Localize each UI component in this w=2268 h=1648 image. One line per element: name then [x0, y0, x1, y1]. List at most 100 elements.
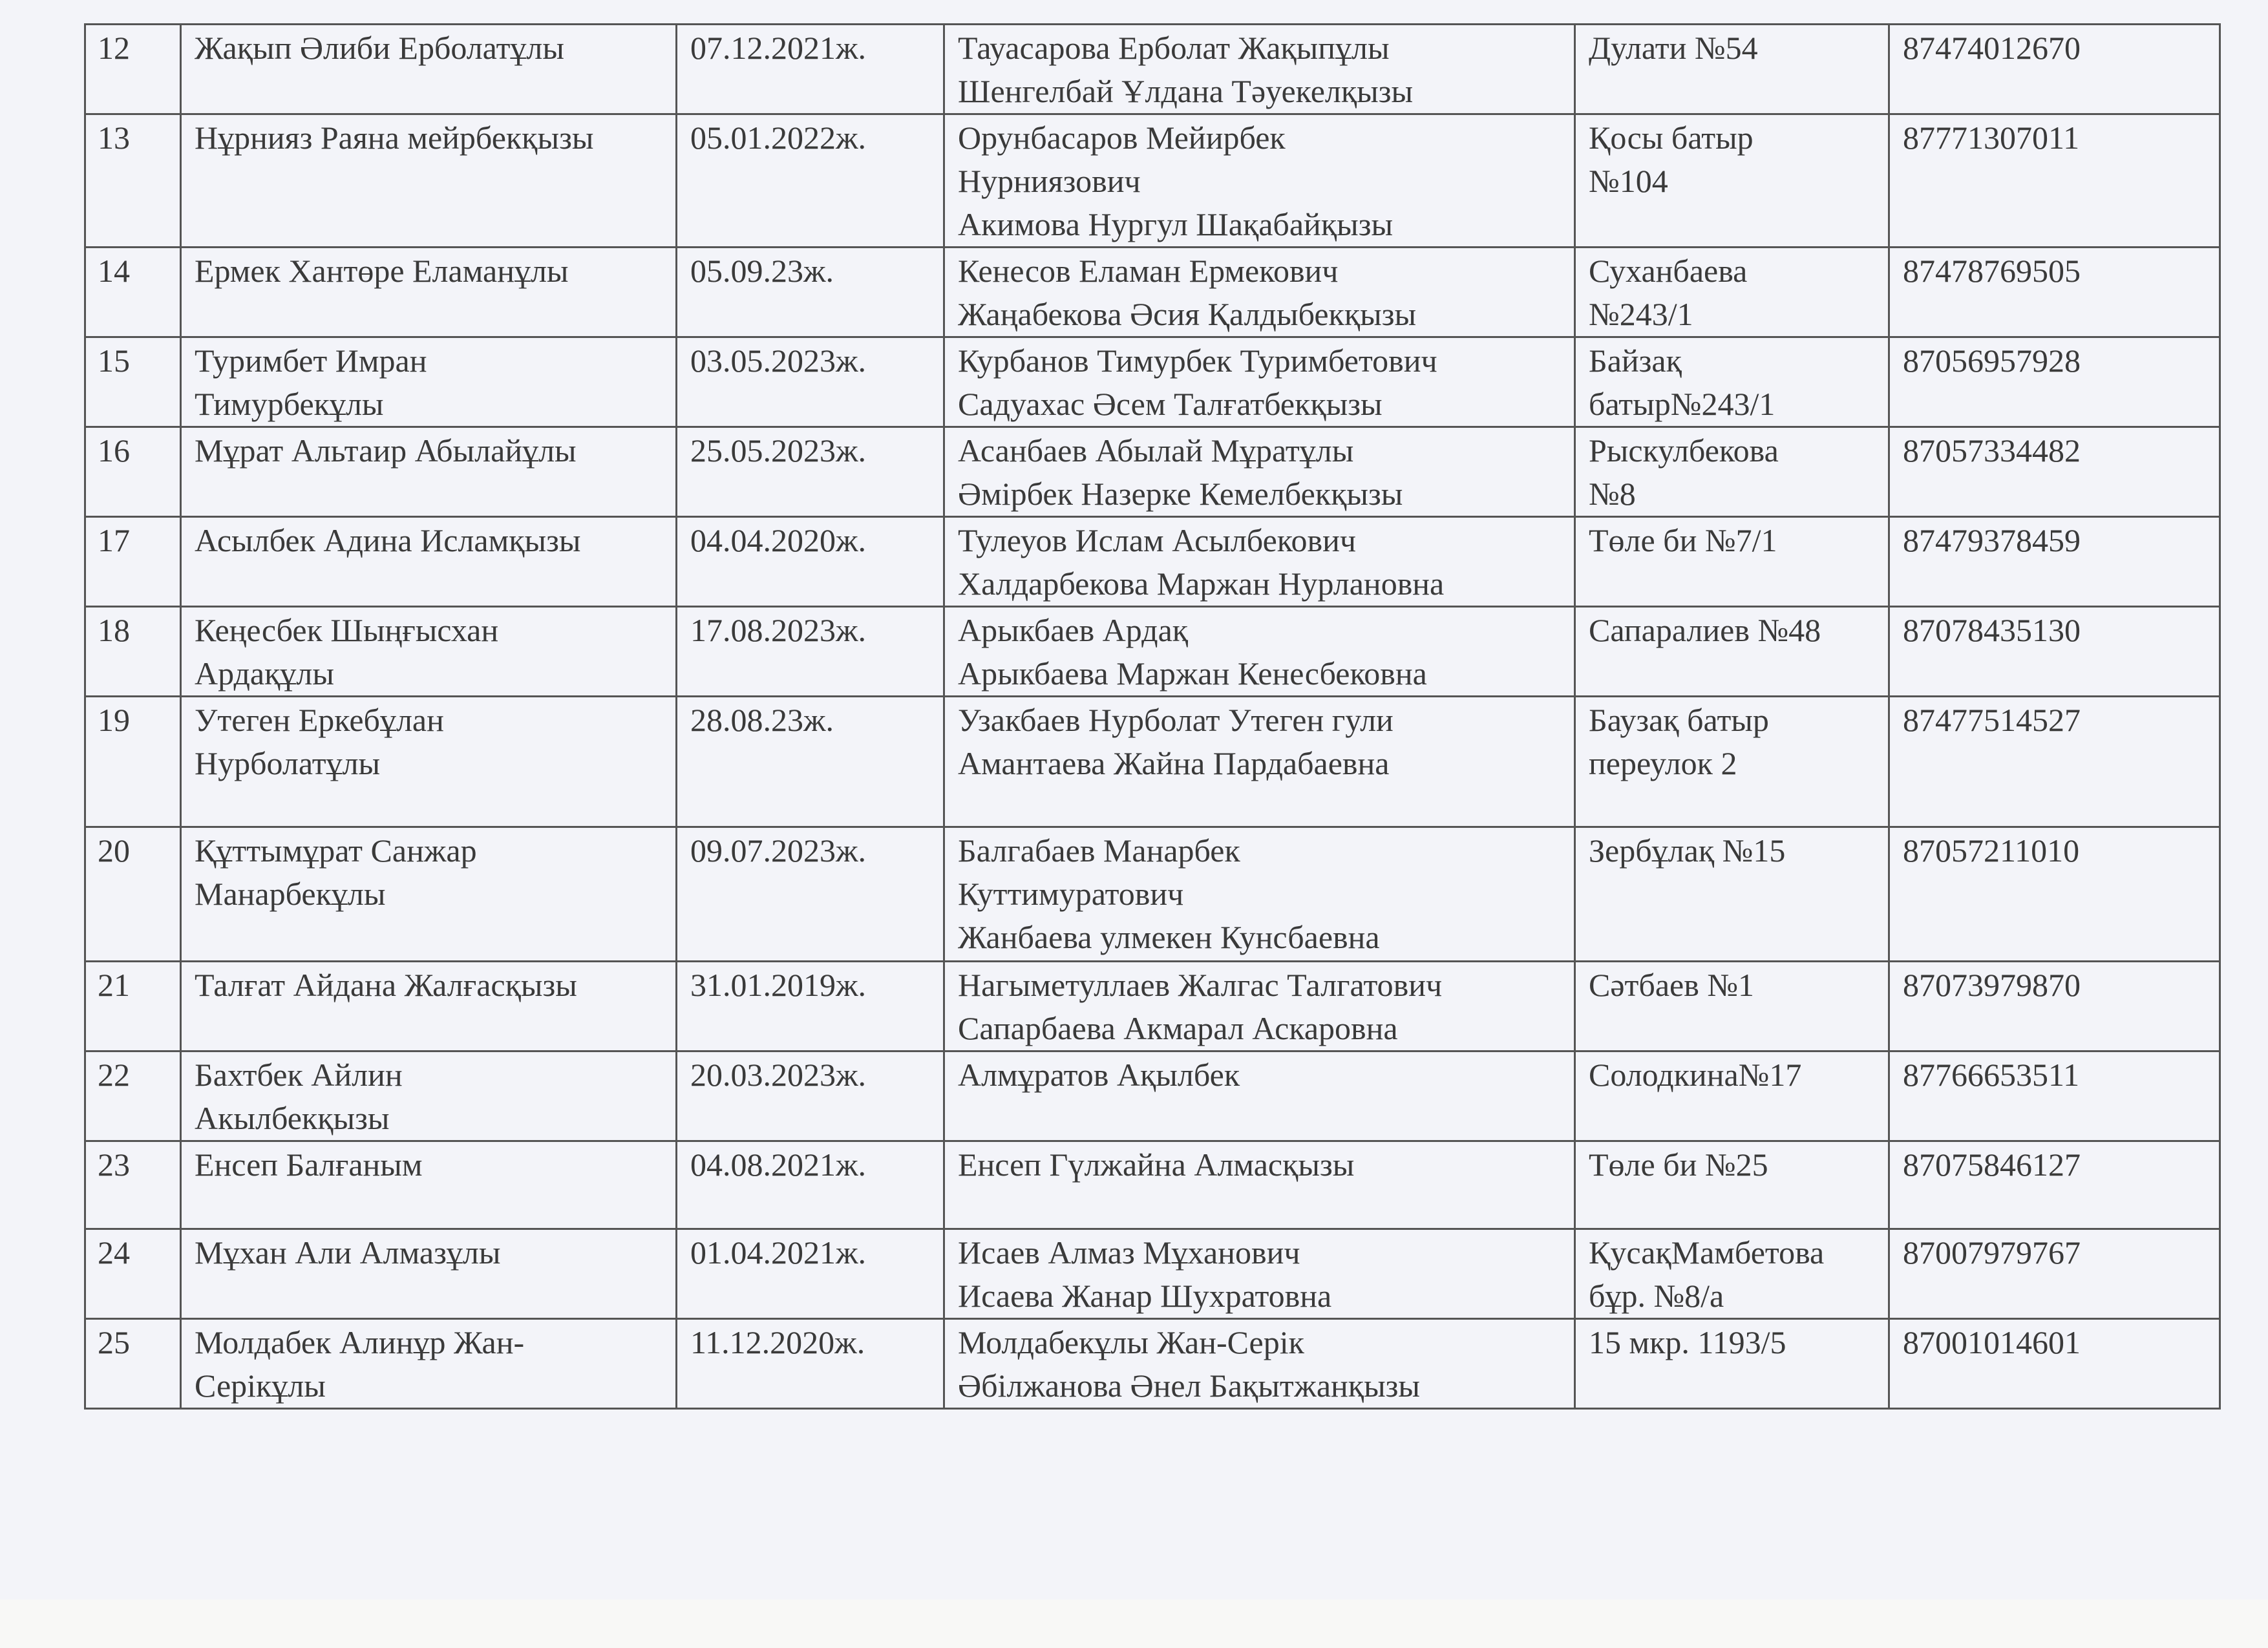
row-number-cell: 15	[84, 336, 182, 428]
birth-date-cell: 04.08.2021ж.	[675, 1140, 945, 1230]
parents-names-cell: Курбанов Тимурбек Туримбетович Садуахас …	[943, 336, 1576, 428]
child-name-cell: Мұхан Али Алмазұлы	[180, 1228, 677, 1320]
page-bottom-margin	[0, 1600, 2268, 1648]
table-row: 12 Жақып Әлиби Ерболатұлы 07.12.2021ж. Тауа…	[84, 23, 2221, 115]
table-row: 17 Асылбек Адина Исламқызы 04.04.2020ж. Тул…	[84, 516, 2221, 607]
row-number-cell: 19	[84, 695, 182, 828]
table-row: 15 Туримбет Имран Тимурбекұлы 03.05.2023ж.…	[84, 336, 2221, 428]
table-row: 23 Енсеп Балғаным 04.08.2021ж. Енсеп Гүлжай…	[84, 1140, 2221, 1230]
child-name-cell: Туримбет Имран Тимурбекұлы	[180, 336, 677, 428]
address-cell: Қосы батыр №104	[1574, 113, 1890, 248]
child-name-cell: Мұрат Альтаир Абылайұлы	[180, 426, 677, 518]
phone-number-cell: 87766653511	[1888, 1050, 2221, 1142]
row-number-cell: 14	[84, 246, 182, 338]
table-row: 25 Молдабек Алинұр Жан- Серікұлы 11.12.202…	[84, 1318, 2221, 1410]
phone-number-cell: 87057211010	[1888, 826, 2221, 962]
row-number-cell: 17	[84, 516, 182, 607]
address-cell: Төле би №7/1	[1574, 516, 1890, 607]
parents-names-cell: Балгабаев Манарбек Куттимуратович Жанбае…	[943, 826, 1576, 962]
address-cell: Суханбаева №243/1	[1574, 246, 1890, 338]
table-row: 16 Мұрат Альтаир Абылайұлы 25.05.2023ж. Аса…	[84, 426, 2221, 518]
row-number-cell: 20	[84, 826, 182, 962]
table-row: 22 Бахтбек Айлин Акылбекқызы 20.03.2023ж. А…	[84, 1050, 2221, 1142]
address-cell: Дулати №54	[1574, 23, 1890, 115]
phone-number-cell: 87078435130	[1888, 606, 2221, 697]
address-cell: Сапаралиев №48	[1574, 606, 1890, 697]
child-name-cell: Жақып Әлиби Ерболатұлы	[180, 23, 677, 115]
table-row: 21 Талғат Айдана Жалғасқызы 31.01.2019ж. На…	[84, 960, 2221, 1052]
birth-date-cell: 04.04.2020ж.	[675, 516, 945, 607]
birth-date-cell: 25.05.2023ж.	[675, 426, 945, 518]
parents-names-cell: Асанбаев Абылай Мұратұлы Әмірбек Назерке…	[943, 426, 1576, 518]
phone-number-cell: 87075846127	[1888, 1140, 2221, 1230]
birth-date-cell: 05.09.23ж.	[675, 246, 945, 338]
row-number-cell: 24	[84, 1228, 182, 1320]
parents-names-cell: Енсеп Гүлжайна Алмасқызы	[943, 1140, 1576, 1230]
child-name-cell: Талғат Айдана Жалғасқызы	[180, 960, 677, 1052]
birth-date-cell: 01.04.2021ж.	[675, 1228, 945, 1320]
birth-date-cell: 11.12.2020ж.	[675, 1318, 945, 1410]
table-row: 24 Мұхан Али Алмазұлы 01.04.2021ж. Исаев Ал…	[84, 1228, 2221, 1320]
parents-names-cell: Кенесов Еламан Ермекович Жаңабекова Әсия…	[943, 246, 1576, 338]
parents-names-cell: Тауасарова Ерболат Жақыпұлы Шенгелбай Ұл…	[943, 23, 1576, 115]
birth-date-cell: 20.03.2023ж.	[675, 1050, 945, 1142]
parents-names-cell: Узакбаев Нурболат Утеген гули Амантаева …	[943, 695, 1576, 828]
parents-names-cell: Арыкбаев Ардақ Арыкбаева Маржан Кенесбек…	[943, 606, 1576, 697]
row-number-cell: 23	[84, 1140, 182, 1230]
child-name-cell: Енсеп Балғаным	[180, 1140, 677, 1230]
phone-number-cell: 87001014601	[1888, 1318, 2221, 1410]
child-name-cell: Ермек Хантөре Еламанұлы	[180, 246, 677, 338]
phone-number-cell: 87477514527	[1888, 695, 2221, 828]
phone-number-cell: 87073979870	[1888, 960, 2221, 1052]
phone-number-cell: 87474012670	[1888, 23, 2221, 115]
parents-names-cell: Исаев Алмаз Мұханович Исаева Жанар Шухра…	[943, 1228, 1576, 1320]
table-row: 13 Нұрнияз Раяна мейрбекқызы 05.01.2022ж. О…	[84, 113, 2221, 248]
address-cell: Рыскулбекова №8	[1574, 426, 1890, 518]
address-cell: 15 мкр. 1193/5	[1574, 1318, 1890, 1410]
phone-number-cell: 87478769505	[1888, 246, 2221, 338]
phone-number-cell: 87057334482	[1888, 426, 2221, 518]
birth-date-cell: 09.07.2023ж.	[675, 826, 945, 962]
address-cell: Төле би №25	[1574, 1140, 1890, 1230]
birth-date-cell: 07.12.2021ж.	[675, 23, 945, 115]
table-row: 18 Кеңесбек Шыңғысхан Ардақұлы 17.08.2023ж…	[84, 606, 2221, 697]
row-number-cell: 25	[84, 1318, 182, 1410]
birth-date-cell: 03.05.2023ж.	[675, 336, 945, 428]
child-name-cell: Асылбек Адина Исламқызы	[180, 516, 677, 607]
child-name-cell: Бахтбек Айлин Акылбекқызы	[180, 1050, 677, 1142]
birth-date-cell: 17.08.2023ж.	[675, 606, 945, 697]
parents-names-cell: Тулеуов Ислам Асылбекович Халдарбекова М…	[943, 516, 1576, 607]
table-row: 20 Құттымұрат Санжар Манарбекұлы 09.07.202…	[84, 826, 2221, 962]
child-name-cell: Құттымұрат Санжар Манарбекұлы	[180, 826, 677, 962]
row-number-cell: 13	[84, 113, 182, 248]
child-name-cell: Молдабек Алинұр Жан- Серікұлы	[180, 1318, 677, 1410]
phone-number-cell: 87771307011	[1888, 113, 2221, 248]
address-cell: Зербұлақ №15	[1574, 826, 1890, 962]
parents-names-cell: Молдабекұлы Жан-Серік Әбілжанова Әнел Ба…	[943, 1318, 1576, 1410]
phone-number-cell: 87056957928	[1888, 336, 2221, 428]
address-cell: Сәтбаев №1	[1574, 960, 1890, 1052]
child-name-cell: Кеңесбек Шыңғысхан Ардақұлы	[180, 606, 677, 697]
child-name-cell: Утеген Еркебұлан Нурболатұлы	[180, 695, 677, 828]
birth-date-cell: 31.01.2019ж.	[675, 960, 945, 1052]
birth-date-cell: 28.08.23ж.	[675, 695, 945, 828]
row-number-cell: 16	[84, 426, 182, 518]
table-row: 14 Ермек Хантөре Еламанұлы 05.09.23ж. Кенес…	[84, 246, 2221, 338]
birth-date-cell: 05.01.2022ж.	[675, 113, 945, 248]
parents-names-cell: Нагыметуллаев Жалгас Талгатович Сапарбае…	[943, 960, 1576, 1052]
address-cell: Баузақ батыр переулок 2	[1574, 695, 1890, 828]
address-cell: Солодкина№17	[1574, 1050, 1890, 1142]
children-register-table: 12 Жақып Әлиби Ерболатұлы 07.12.2021ж. Тауа…	[84, 23, 2221, 1410]
address-cell: Байзақ батыр№243/1	[1574, 336, 1890, 428]
row-number-cell: 12	[84, 23, 182, 115]
row-number-cell: 18	[84, 606, 182, 697]
row-number-cell: 21	[84, 960, 182, 1052]
child-name-cell: Нұрнияз Раяна мейрбекқызы	[180, 113, 677, 248]
phone-number-cell: 87479378459	[1888, 516, 2221, 607]
parents-names-cell: Орунбасаров Мейирбек Нурниязович Акимова…	[943, 113, 1576, 248]
row-number-cell: 22	[84, 1050, 182, 1142]
parents-names-cell: Алмұратов Ақылбек	[943, 1050, 1576, 1142]
phone-number-cell: 87007979767	[1888, 1228, 2221, 1320]
table-row: 19 Утеген Еркебұлан Нурболатұлы 28.08.23ж.…	[84, 695, 2221, 828]
address-cell: ҚусақМамбетова бұр. №8/а	[1574, 1228, 1890, 1320]
